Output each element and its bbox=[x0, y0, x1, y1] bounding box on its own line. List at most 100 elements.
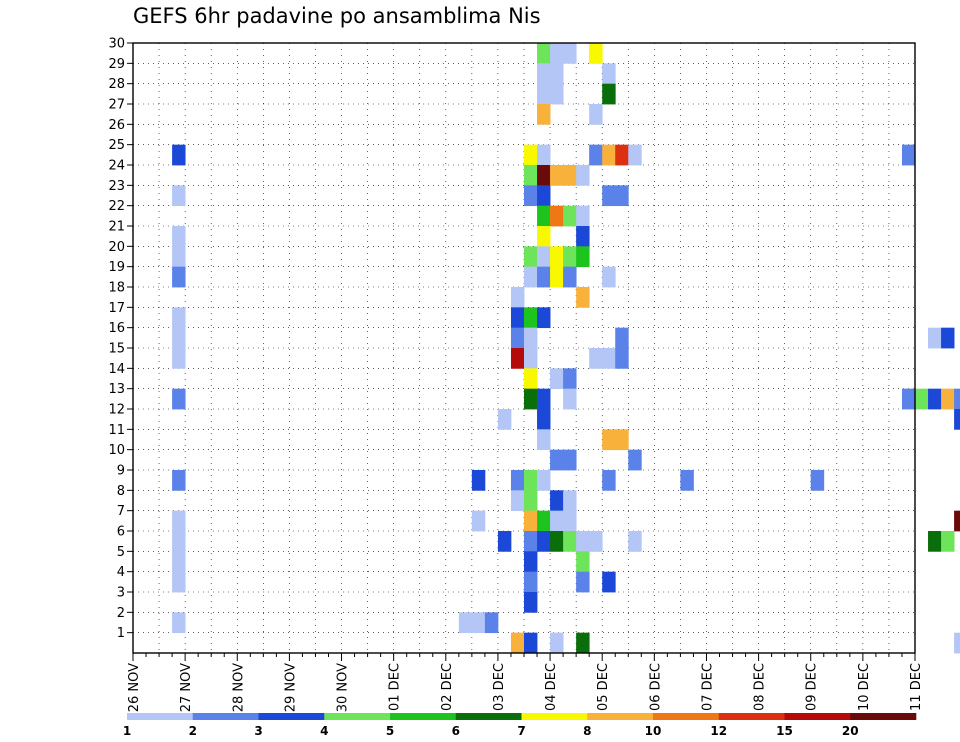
heatmap-cell bbox=[550, 63, 564, 85]
heatmap-cell bbox=[497, 409, 512, 430]
heatmap-cell bbox=[458, 612, 473, 634]
heatmap-cell bbox=[954, 409, 960, 430]
heatmap-cell bbox=[550, 531, 564, 552]
heatmap-cell bbox=[901, 144, 916, 166]
heatmap-cell bbox=[563, 43, 577, 64]
y-tick-label: 27 bbox=[108, 98, 125, 113]
y-tick-label: 18 bbox=[108, 281, 125, 296]
heatmap-cell bbox=[928, 327, 942, 349]
colorbar-segment bbox=[127, 713, 194, 720]
heatmap-cell bbox=[172, 185, 186, 207]
heatmap-cell bbox=[510, 470, 525, 491]
heatmap-cell bbox=[576, 205, 590, 227]
heatmap-cell bbox=[497, 531, 512, 552]
heatmap-cell bbox=[537, 429, 551, 451]
heatmap-cell bbox=[563, 246, 577, 268]
heatmap-cell bbox=[563, 205, 577, 227]
heatmap-cell bbox=[954, 510, 960, 532]
heatmap-cell bbox=[172, 246, 186, 268]
heatmap-cell bbox=[510, 327, 525, 349]
x-tick-label: 10 DEC bbox=[857, 663, 872, 711]
y-tick-label: 8 bbox=[117, 484, 125, 499]
heatmap-cell bbox=[563, 449, 577, 471]
heatmap-cell bbox=[537, 83, 551, 105]
heatmap-cell bbox=[550, 490, 564, 512]
y-tick-label: 2 bbox=[117, 606, 125, 621]
heatmap-cell bbox=[524, 266, 538, 288]
heatmap-cell bbox=[510, 490, 525, 512]
heatmap-cell bbox=[628, 144, 642, 166]
heatmap-cell bbox=[550, 510, 564, 532]
heatmap-cell bbox=[524, 470, 538, 491]
colorbar-label: 20 bbox=[842, 724, 859, 738]
heatmap-cell bbox=[954, 632, 960, 654]
heatmap-cell bbox=[524, 388, 538, 410]
heatmap-cell bbox=[576, 632, 590, 654]
y-tick-label: 12 bbox=[108, 403, 125, 418]
heatmap-cell bbox=[589, 348, 603, 369]
chart-title: GEFS 6hr padavine po ansamblima Nis bbox=[133, 4, 541, 28]
heatmap-cell bbox=[524, 327, 538, 349]
colorbar-segment bbox=[587, 713, 654, 720]
heatmap-cell bbox=[524, 185, 538, 207]
heatmap-cell bbox=[524, 510, 538, 532]
heatmap-cell bbox=[602, 571, 616, 593]
y-tick-label: 16 bbox=[108, 321, 125, 336]
heatmap-cell bbox=[537, 43, 551, 64]
y-tick-label: 20 bbox=[108, 240, 125, 255]
heatmap-cell bbox=[550, 246, 564, 268]
y-tick-label: 29 bbox=[108, 57, 125, 72]
colorbar-label: 12 bbox=[710, 724, 727, 738]
heatmap-cell bbox=[589, 144, 603, 166]
heatmap-cell bbox=[576, 246, 590, 268]
heatmap-cell bbox=[524, 246, 538, 268]
heatmap-cell bbox=[680, 470, 694, 491]
heatmap-cell bbox=[589, 43, 603, 64]
colorbar-segment bbox=[521, 713, 588, 720]
heatmap-cell bbox=[172, 388, 186, 410]
heatmap-cell bbox=[524, 165, 538, 186]
heatmap-cell bbox=[524, 571, 538, 593]
y-tick-label: 25 bbox=[108, 138, 125, 153]
heatmap-cell bbox=[172, 348, 186, 369]
heatmap-cell bbox=[576, 531, 590, 552]
heatmap-cell bbox=[550, 266, 564, 288]
y-tick-label: 30 bbox=[108, 37, 125, 52]
heatmap-cell bbox=[563, 388, 577, 410]
heatmap-cell bbox=[537, 510, 551, 532]
heatmap-cell bbox=[537, 63, 551, 85]
x-tick-label: 05 DEC bbox=[596, 663, 611, 711]
heatmap-cell bbox=[615, 429, 629, 451]
heatmap-cell bbox=[563, 165, 577, 186]
heatmap-cell bbox=[550, 632, 564, 654]
heatmap-cell bbox=[563, 266, 577, 288]
heatmap-cell bbox=[615, 327, 629, 349]
heatmap-cell bbox=[537, 104, 551, 125]
y-tick-label: 22 bbox=[108, 199, 125, 214]
heatmap-cell bbox=[628, 449, 642, 471]
heatmap-cell bbox=[172, 226, 186, 247]
heatmap-cell bbox=[576, 287, 590, 308]
y-tick-label: 23 bbox=[108, 179, 125, 194]
colorbar-label: 5 bbox=[386, 724, 394, 738]
x-tick-label: 08 DEC bbox=[753, 663, 768, 711]
x-tick-label: 03 DEC bbox=[492, 663, 507, 711]
heatmap-cell bbox=[471, 510, 486, 532]
heatmap-cell bbox=[537, 531, 551, 552]
heatmap-cell bbox=[537, 388, 551, 410]
heatmap-cell bbox=[524, 144, 538, 166]
heatmap-cell bbox=[550, 165, 564, 186]
colorbar-segment bbox=[192, 713, 259, 720]
heatmap-cell bbox=[172, 144, 186, 166]
heatmap-cell bbox=[954, 388, 960, 410]
y-tick-label: 1 bbox=[117, 626, 125, 641]
heatmap-cell bbox=[576, 165, 590, 186]
heatmap-cell bbox=[615, 185, 629, 207]
heatmap-cell bbox=[901, 388, 916, 410]
heatmap-cell bbox=[510, 307, 525, 329]
y-tick-label: 19 bbox=[108, 260, 125, 275]
heatmap-cell bbox=[172, 551, 186, 573]
heatmap-cell bbox=[563, 490, 577, 512]
heatmap-cell bbox=[576, 571, 590, 593]
heatmap-cell bbox=[537, 470, 551, 491]
